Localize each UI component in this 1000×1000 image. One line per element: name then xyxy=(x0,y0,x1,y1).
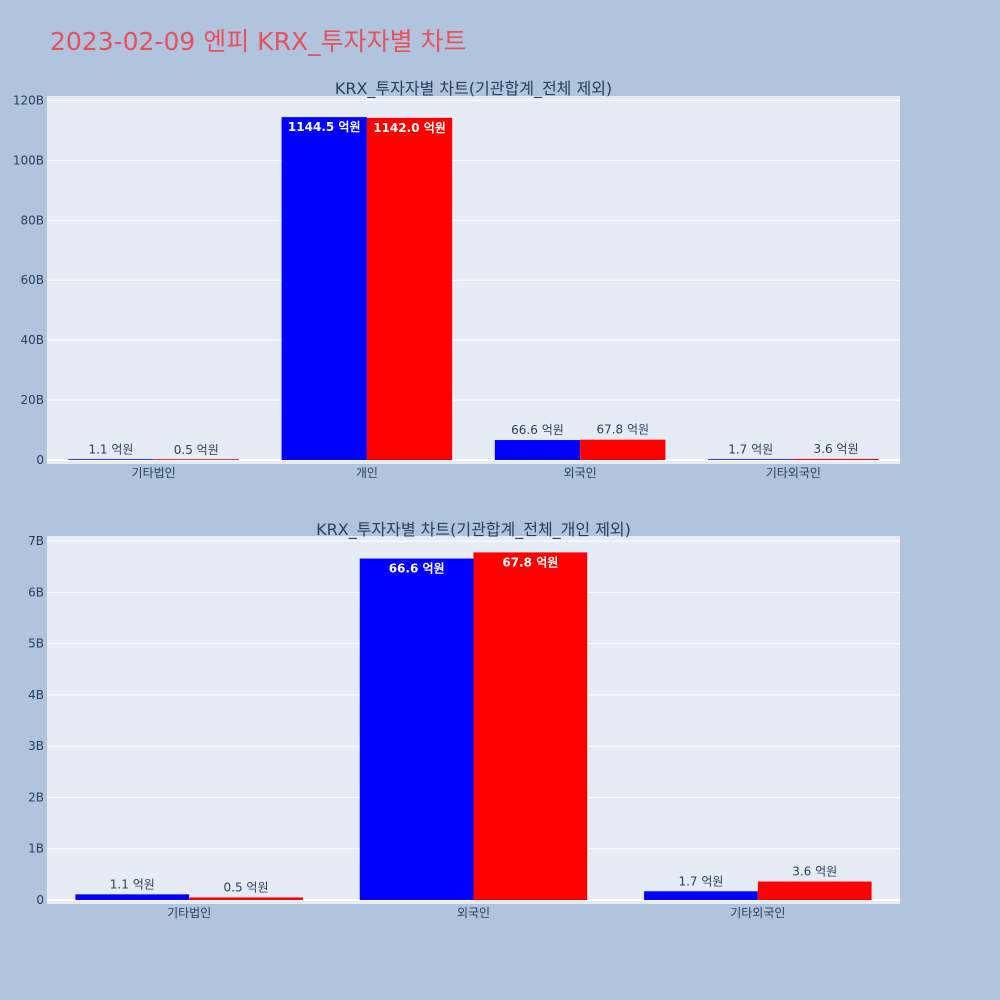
data-label: 1142.0 억원 xyxy=(373,121,446,135)
y-tick-label: 60B xyxy=(20,273,44,287)
y-tick-label: 80B xyxy=(20,213,44,227)
y-tick-label: 1B xyxy=(28,842,44,856)
x-tick-label: 기타외국인 xyxy=(730,906,785,920)
data-label: 1144.5 억원 xyxy=(288,120,361,134)
data-label: 66.6 억원 xyxy=(511,423,564,437)
chart-1: 0 20B 40B 60B 80B 100B 120B KRX_투자자별 차트(기관합계_전체… xyxy=(13,79,900,480)
bar xyxy=(708,459,794,460)
data-label: 1.7 억원 xyxy=(678,874,723,888)
data-label: 1.1 억원 xyxy=(110,877,155,891)
data-label: 66.6 억원 xyxy=(389,562,445,576)
chart-title: KRX_투자자별 차트(기관합계_전체_개인 제외) xyxy=(316,520,631,540)
y-tick-label: 2B xyxy=(28,790,44,804)
data-label: 67.8 억원 xyxy=(596,423,649,437)
y-tick-label: 4B xyxy=(28,688,44,702)
data-label: 1.7 억원 xyxy=(728,442,773,456)
bar xyxy=(366,117,453,460)
bar xyxy=(189,897,303,900)
bar xyxy=(793,458,879,460)
x-tick-label: 외국인 xyxy=(564,466,597,480)
bar xyxy=(281,117,367,461)
chart-2: 0 1B 2B 3B 4B 5B 6B 7B KRX_투자자별 차트(기관합계_전체_개인 제외… xyxy=(28,520,900,920)
y-tick-label: 120B xyxy=(13,93,44,107)
bar xyxy=(359,558,474,900)
y-tick-label: 6B xyxy=(28,585,44,599)
data-label: 0.5 억원 xyxy=(224,880,269,894)
bar xyxy=(473,552,588,900)
bar xyxy=(153,459,239,460)
data-label: 0.5 억원 xyxy=(174,443,219,457)
y-tick-label: 0 xyxy=(36,453,44,467)
data-label: 3.6 억원 xyxy=(792,865,837,879)
x-tick-label: 개인 xyxy=(356,466,378,480)
y-tick-label: 100B xyxy=(13,153,44,167)
y-tick-label: 3B xyxy=(28,739,44,753)
chart-title: KRX_투자자별 차트(기관합계_전체 제외) xyxy=(335,79,612,99)
x-tick-label: 기타법인 xyxy=(167,906,211,920)
y-tick-label: 40B xyxy=(20,333,44,347)
bar xyxy=(644,891,758,900)
data-label: 1.1 억원 xyxy=(88,443,133,457)
data-label: 3.6 억원 xyxy=(814,442,859,456)
y-tick-label: 0 xyxy=(36,893,44,907)
y-tick-label: 20B xyxy=(20,393,44,407)
x-tick-label: 외국인 xyxy=(457,906,490,920)
x-tick-label: 기타법인 xyxy=(132,466,176,480)
y-tick-label: 5B xyxy=(28,637,44,651)
data-label: 67.8 억원 xyxy=(502,555,558,569)
bar xyxy=(580,439,666,460)
x-tick-label: 기타외국인 xyxy=(766,466,821,480)
bar xyxy=(75,894,190,900)
bar xyxy=(757,881,872,900)
bar xyxy=(494,440,581,460)
y-tick-label: 7B xyxy=(28,534,44,548)
bar xyxy=(68,459,154,460)
page-title: 2023-02-09 엔피 KRX_투자자별 차트 xyxy=(50,27,467,56)
